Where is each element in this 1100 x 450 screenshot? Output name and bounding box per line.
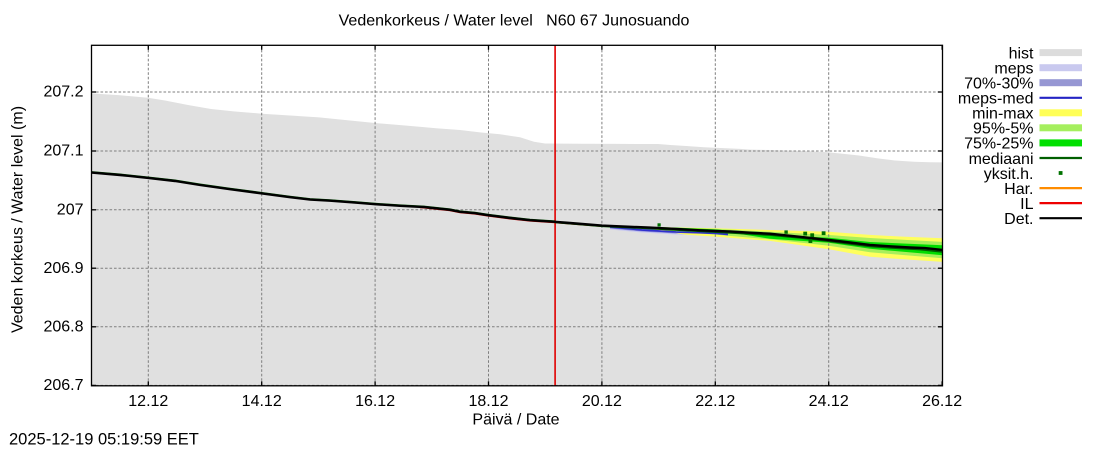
svg-text:Har.: Har. bbox=[1004, 181, 1033, 198]
svg-text:Vedenkorkeus / Water level N: Vedenkorkeus / Water level N60 67 Junosu… bbox=[339, 13, 690, 30]
svg-text:16.12: 16.12 bbox=[355, 393, 395, 410]
svg-text:Veden korkeus / Water level (m: Veden korkeus / Water level (m) bbox=[10, 106, 27, 333]
svg-text:18.12: 18.12 bbox=[468, 393, 508, 410]
svg-text:20.12: 20.12 bbox=[582, 393, 622, 410]
svg-text:12.12: 12.12 bbox=[128, 393, 168, 410]
svg-text:meps: meps bbox=[994, 61, 1033, 78]
svg-text:Det.: Det. bbox=[1004, 211, 1033, 228]
svg-text:22.12: 22.12 bbox=[695, 393, 735, 410]
svg-text:IL: IL bbox=[1020, 196, 1033, 213]
svg-text:14.12: 14.12 bbox=[242, 393, 282, 410]
svg-text:75%-25%: 75%-25% bbox=[964, 136, 1033, 153]
svg-text:70%-30%: 70%-30% bbox=[964, 76, 1033, 93]
svg-text:206.8: 206.8 bbox=[43, 318, 83, 335]
svg-text:mediaani: mediaani bbox=[969, 151, 1034, 168]
svg-text:24.12: 24.12 bbox=[809, 393, 849, 410]
svg-text:hist: hist bbox=[1009, 45, 1034, 62]
svg-text:Päivä / Date: Päivä / Date bbox=[472, 412, 559, 429]
svg-text:95%-5%: 95%-5% bbox=[973, 121, 1033, 138]
svg-text:207.2: 207.2 bbox=[43, 84, 83, 101]
svg-text:26.12: 26.12 bbox=[922, 393, 962, 410]
svg-text:206.9: 206.9 bbox=[43, 260, 83, 277]
svg-text:meps-med: meps-med bbox=[958, 91, 1034, 108]
svg-text:206.7: 206.7 bbox=[43, 377, 83, 394]
svg-text:min-max: min-max bbox=[972, 106, 1033, 123]
svg-text:yksit.h.: yksit.h. bbox=[984, 166, 1034, 183]
svg-text:2025-12-19 05:19:59 EET: 2025-12-19 05:19:59 EET bbox=[9, 431, 199, 449]
svg-text:207: 207 bbox=[57, 201, 84, 218]
svg-text:207.1: 207.1 bbox=[43, 143, 83, 160]
